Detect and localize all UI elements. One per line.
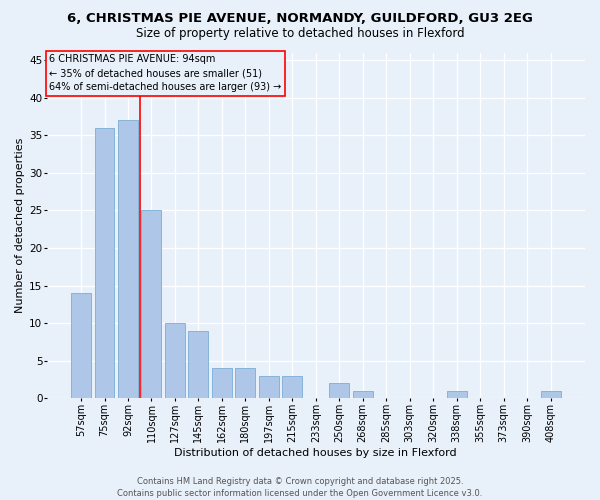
- Bar: [142, 210, 161, 398]
- Bar: [283, 376, 302, 398]
- Text: 6, CHRISTMAS PIE AVENUE, NORMANDY, GUILDFORD, GU3 2EG: 6, CHRISTMAS PIE AVENUE, NORMANDY, GUILD…: [67, 12, 533, 26]
- Bar: [235, 368, 256, 398]
- Bar: [71, 293, 91, 399]
- Bar: [446, 391, 467, 398]
- Bar: [212, 368, 232, 398]
- Bar: [118, 120, 138, 398]
- Bar: [329, 384, 349, 398]
- Bar: [95, 128, 115, 398]
- Text: 6 CHRISTMAS PIE AVENUE: 94sqm
← 35% of detached houses are smaller (51)
64% of s: 6 CHRISTMAS PIE AVENUE: 94sqm ← 35% of d…: [49, 54, 281, 92]
- Bar: [541, 391, 560, 398]
- X-axis label: Distribution of detached houses by size in Flexford: Distribution of detached houses by size …: [175, 448, 457, 458]
- Y-axis label: Number of detached properties: Number of detached properties: [15, 138, 25, 313]
- Text: Size of property relative to detached houses in Flexford: Size of property relative to detached ho…: [136, 28, 464, 40]
- Bar: [259, 376, 279, 398]
- Bar: [188, 330, 208, 398]
- Text: Contains HM Land Registry data © Crown copyright and database right 2025.
Contai: Contains HM Land Registry data © Crown c…: [118, 476, 482, 498]
- Bar: [165, 323, 185, 398]
- Bar: [353, 391, 373, 398]
